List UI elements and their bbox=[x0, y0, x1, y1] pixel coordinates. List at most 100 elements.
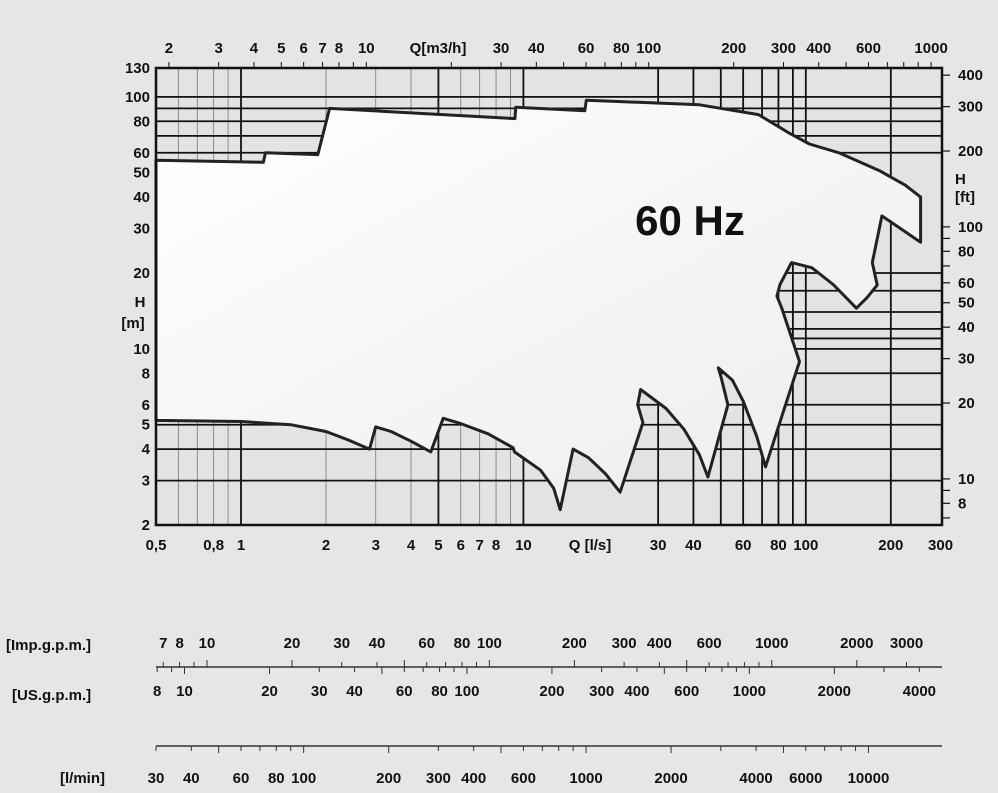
scale-tick-label: 100 bbox=[291, 770, 316, 787]
x-tick-label-bottom: 0,8 bbox=[203, 537, 224, 554]
x-tick-label-bottom: 0,5 bbox=[146, 537, 167, 554]
y-tick-label-right: 50 bbox=[958, 295, 975, 312]
y-tick-label-left: 5 bbox=[142, 417, 150, 434]
y-tick-label-left: 8 bbox=[142, 365, 150, 382]
y-tick-label-left: 10 bbox=[133, 341, 150, 358]
scale-tick-label: 1000 bbox=[569, 770, 602, 787]
x-tick-label-top: 4 bbox=[250, 40, 259, 57]
scale-tick-label: 400 bbox=[624, 683, 649, 700]
ylabel-right-h: H bbox=[955, 171, 966, 188]
x-tick-label-top: 300 bbox=[771, 40, 796, 57]
scale-tick-label: 2000 bbox=[840, 635, 873, 652]
x-tick-label-top: 600 bbox=[856, 40, 881, 57]
ylabel-left-h: H bbox=[135, 294, 146, 311]
scale-tick-label: 10 bbox=[199, 635, 216, 652]
x-tick-label-bottom: 60 bbox=[735, 537, 752, 554]
y-tick-label-right: 200 bbox=[958, 143, 983, 160]
x-tick-label-bottom: 200 bbox=[878, 537, 903, 554]
x-tick-label-top: 7 bbox=[318, 40, 326, 57]
xlabel-top: Q[m3/h] bbox=[410, 40, 467, 57]
y-tick-label-left: 80 bbox=[133, 113, 150, 130]
y-tick-label-right: 8 bbox=[958, 495, 966, 512]
scale-tick-label: 10 bbox=[176, 683, 193, 700]
plot-frame bbox=[154, 66, 944, 527]
ylabel-left-unit: [m] bbox=[121, 315, 144, 332]
x-tick-label-top: 80 bbox=[613, 40, 630, 57]
x-tick-label-bottom: 300 bbox=[928, 537, 953, 554]
y-tick-label-left: 20 bbox=[133, 265, 150, 282]
y-tick-label-right: 20 bbox=[958, 395, 975, 412]
x-tick-label-bottom: 8 bbox=[492, 537, 500, 554]
scale-tick-label: 400 bbox=[647, 635, 672, 652]
x-tick-label-top: 40 bbox=[528, 40, 545, 57]
scale-tick-label: 60 bbox=[396, 683, 413, 700]
y-tick-label-left: 6 bbox=[142, 397, 150, 414]
x-tick-label-bottom: 40 bbox=[685, 537, 702, 554]
y-tick-label-right: 10 bbox=[958, 471, 975, 488]
y-tick-label-right: 40 bbox=[958, 319, 975, 336]
scale-tick-label: 10000 bbox=[848, 770, 890, 787]
y-tick-label-right: 30 bbox=[958, 351, 975, 368]
x-tick-label-bottom: 7 bbox=[475, 537, 483, 554]
y-tick-label-right: 300 bbox=[958, 99, 983, 116]
y-tick-label-left: 2 bbox=[142, 517, 150, 534]
ylabel-right-unit: [ft] bbox=[955, 189, 975, 206]
scale-tick-label: 200 bbox=[376, 770, 401, 787]
x-tick-label-bottom: 6 bbox=[457, 537, 465, 554]
scale-tick-label: 20 bbox=[284, 635, 301, 652]
scale-tick-label: 100 bbox=[454, 683, 479, 700]
scale-tick-label: 2000 bbox=[654, 770, 687, 787]
scale-tick-label: 80 bbox=[431, 683, 448, 700]
scale-tick-label: 80 bbox=[454, 635, 471, 652]
scale-tick-label: 300 bbox=[426, 770, 451, 787]
x-tick-label-bottom: 5 bbox=[434, 537, 442, 554]
scale-tick-label: 4000 bbox=[739, 770, 772, 787]
y-tick-label-left: 130 bbox=[125, 60, 150, 77]
scale-tick-label: 1000 bbox=[755, 635, 788, 652]
y-tick-label-left: 100 bbox=[125, 89, 150, 106]
scale-tick-label: 40 bbox=[183, 770, 200, 787]
x-tick-label-top: 30 bbox=[493, 40, 510, 57]
x-tick-label-bottom: 100 bbox=[793, 537, 818, 554]
y-tick-label-left: 40 bbox=[133, 189, 150, 206]
xlabel-bottom: Q [l/s] bbox=[569, 537, 612, 554]
x-tick-label-top: 200 bbox=[721, 40, 746, 57]
scale-tick-label: 6000 bbox=[789, 770, 822, 787]
scale-tick-label: 300 bbox=[612, 635, 637, 652]
scale-tick-label: 30 bbox=[311, 683, 328, 700]
y-tick-label-left: 60 bbox=[133, 145, 150, 162]
scale-tick-label: 7 bbox=[159, 635, 167, 652]
scale-tick-label: 1000 bbox=[733, 683, 766, 700]
x-tick-label-bottom: 2 bbox=[322, 537, 330, 554]
scale-label: [US.g.p.m.] bbox=[12, 687, 91, 704]
y-tick-label-left: 50 bbox=[133, 165, 150, 182]
x-tick-label-top: 5 bbox=[277, 40, 285, 57]
y-tick-label-right: 80 bbox=[958, 243, 975, 260]
scale-tick-label: 600 bbox=[674, 683, 699, 700]
scale-tick-label: 600 bbox=[697, 635, 722, 652]
x-tick-label-top: 400 bbox=[806, 40, 831, 57]
scale-tick-label: 20 bbox=[261, 683, 278, 700]
y-tick-label-left: 30 bbox=[133, 221, 150, 238]
scale-tick-label: 300 bbox=[589, 683, 614, 700]
x-tick-label-top: 60 bbox=[578, 40, 595, 57]
envelope-area bbox=[154, 98, 923, 512]
scale-label: [l/min] bbox=[60, 770, 105, 787]
y-tick-label-left: 3 bbox=[142, 473, 150, 490]
scale-tick-label: 100 bbox=[477, 635, 502, 652]
scale-tick-label: 60 bbox=[233, 770, 250, 787]
x-tick-label-top: 3 bbox=[214, 40, 222, 57]
scale-tick-label: 60 bbox=[418, 635, 435, 652]
scale-label: [Imp.g.p.m.] bbox=[6, 637, 91, 654]
annotation-60hz: 60 Hz bbox=[635, 197, 745, 244]
scale-tick-label: 2000 bbox=[818, 683, 851, 700]
scale-tick-label: 40 bbox=[369, 635, 386, 652]
scale-tick-label: 8 bbox=[175, 635, 183, 652]
scale-tick-label: 600 bbox=[511, 770, 536, 787]
scale-tick-label: 40 bbox=[346, 683, 363, 700]
x-tick-label-top: 1000 bbox=[914, 40, 947, 57]
scale-tick-label: 80 bbox=[268, 770, 285, 787]
x-tick-label-bottom: 80 bbox=[770, 537, 787, 554]
x-tick-label-top: 10 bbox=[358, 40, 375, 57]
